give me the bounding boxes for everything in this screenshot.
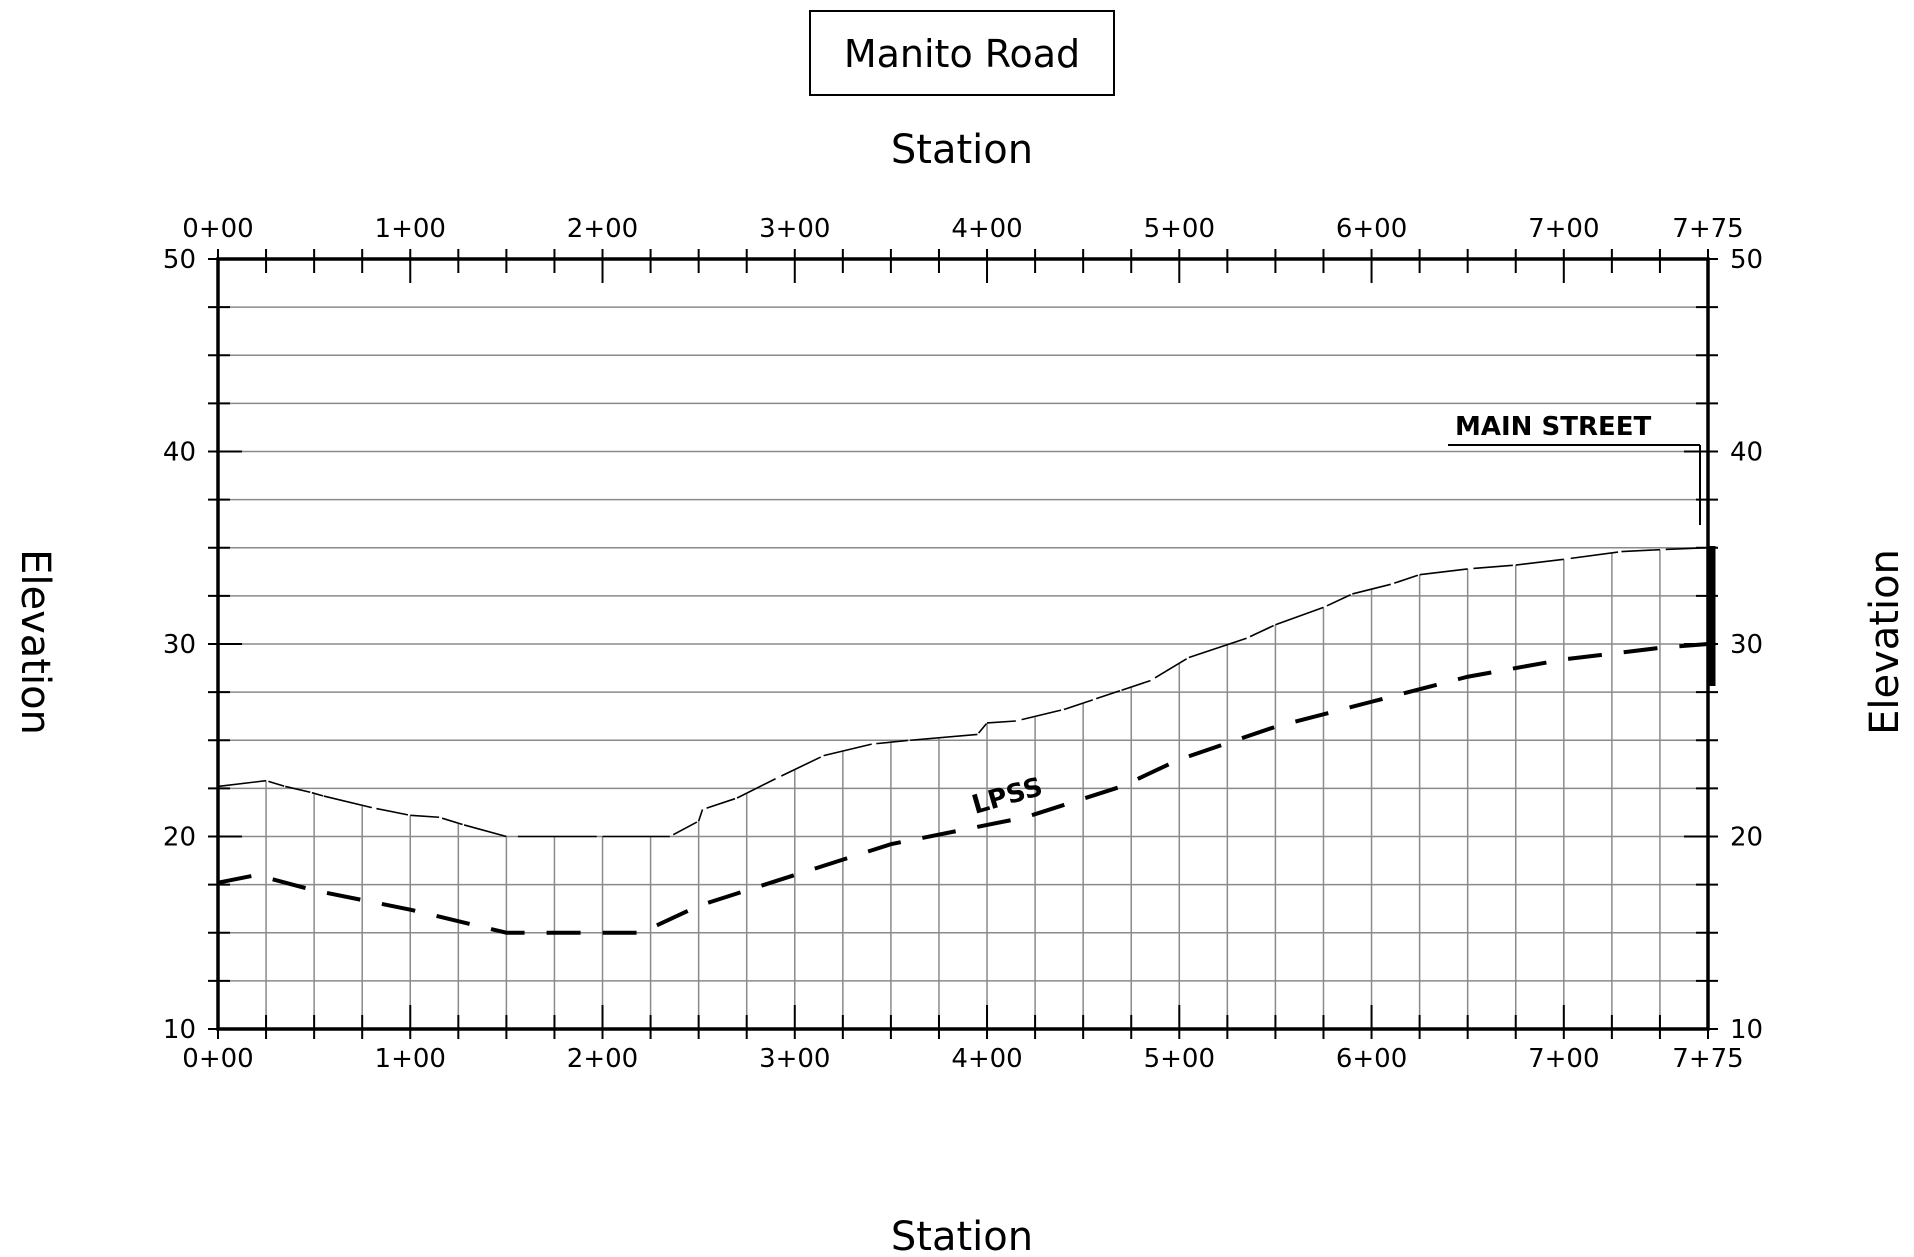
x-tick-label-top: 2+00 bbox=[567, 214, 638, 244]
y-tick-label-right: 50 bbox=[1730, 245, 1763, 275]
y-tick-label-left: 40 bbox=[163, 438, 196, 468]
y-axis-title-left: Elevation bbox=[12, 549, 58, 735]
ground-profile-segment bbox=[1621, 548, 1660, 553]
ground-profile-segment bbox=[217, 779, 267, 788]
ground-profile-segment bbox=[697, 809, 704, 822]
ground-profile-segment bbox=[736, 778, 776, 799]
ground-profile-segment bbox=[1121, 679, 1151, 691]
main-street-callout: MAIN STREET bbox=[1448, 412, 1701, 525]
x-tick-label-top: 1+00 bbox=[375, 214, 446, 244]
ground-profile-segment bbox=[1326, 594, 1351, 607]
ground-profile-segment bbox=[1352, 583, 1391, 595]
tick-labels: 0+00 0+00 1+00 1+00 2+00 2+00 3+00 3+00 4+00 4+00… bbox=[163, 214, 1763, 1074]
x-tick-label-top: 3+00 bbox=[759, 214, 830, 244]
y-tick-label-left: 20 bbox=[163, 823, 196, 853]
x-tick-label-bottom: 2+00 bbox=[567, 1044, 638, 1074]
y-tick-label-right: 40 bbox=[1730, 438, 1763, 468]
y-tick-label-right: 30 bbox=[1730, 630, 1763, 660]
ground-profile-segment bbox=[1275, 606, 1324, 626]
x-tick-label-bottom: 4+00 bbox=[951, 1044, 1022, 1074]
x-axis-title-top: Station bbox=[891, 127, 1033, 173]
ground-profile-segment bbox=[1419, 568, 1468, 576]
y-tick-label-right: 10 bbox=[1730, 1015, 1763, 1045]
x-tick-label-bottom: 7+00 bbox=[1528, 1044, 1599, 1074]
ground-profile-segment bbox=[977, 723, 988, 734]
ground-profile-segment bbox=[376, 807, 409, 816]
main-street-label: MAIN STREET bbox=[1455, 412, 1651, 442]
ground-profile-segment bbox=[463, 824, 507, 838]
ground-profile-segment bbox=[285, 785, 311, 794]
chart-title: Manito Road bbox=[844, 32, 1080, 76]
x-tick-label-top: 4+00 bbox=[951, 214, 1022, 244]
x-tick-label-top: 0+00 bbox=[182, 214, 253, 244]
ground-profile-segment bbox=[1154, 658, 1188, 679]
ground-profile-segment bbox=[1570, 551, 1619, 560]
y-axis-title-right: Elevation bbox=[1862, 549, 1908, 735]
ground-profile-segment bbox=[876, 739, 908, 745]
y-tick-label-left: 10 bbox=[163, 1015, 196, 1045]
x-tick-label-bottom: 0+00 bbox=[182, 1044, 253, 1074]
ground-profile-segment bbox=[780, 756, 822, 777]
x-tick-label-top: 7+00 bbox=[1528, 214, 1599, 244]
ground-profile-segment bbox=[1249, 624, 1275, 638]
y-tick-label-right: 20 bbox=[1730, 823, 1763, 853]
ground-profile-segment bbox=[268, 780, 285, 787]
x-tick-label-bottom: 5+00 bbox=[1144, 1044, 1215, 1074]
x-tick-label-bottom: 7+75 bbox=[1672, 1044, 1743, 1074]
ground-profile-segment bbox=[311, 791, 324, 797]
x-tick-label-bottom: 1+00 bbox=[375, 1044, 446, 1074]
ground-profile-segment bbox=[1515, 558, 1564, 566]
ground-profile-segment bbox=[1665, 547, 1706, 551]
ground-profile-segment bbox=[441, 817, 463, 826]
ground-profile-segment bbox=[1095, 690, 1121, 700]
x-tick-label-bottom: 3+00 bbox=[759, 1044, 830, 1074]
ground-profile-segment bbox=[910, 733, 978, 742]
ground-profile-segment bbox=[1063, 699, 1094, 711]
ground-profile-segment bbox=[672, 821, 698, 836]
y-tick-label-left: 30 bbox=[163, 630, 196, 660]
ground-profile-segment bbox=[1021, 709, 1062, 721]
x-axis-title-bottom: Station bbox=[891, 1214, 1033, 1257]
lpss-line bbox=[217, 642, 1709, 935]
ground-profile-segment bbox=[1473, 564, 1513, 570]
series-lines bbox=[217, 547, 1709, 935]
ground-profile-segment bbox=[323, 795, 372, 809]
ground-profile-segment bbox=[823, 743, 872, 757]
ground-profile-segment bbox=[1188, 637, 1247, 659]
ground-profile-segment bbox=[706, 797, 736, 809]
title-box bbox=[809, 10, 1115, 96]
ground-profile-segment bbox=[986, 720, 1016, 724]
ground-profile-segment bbox=[1393, 574, 1419, 584]
x-tick-label-top: 7+75 bbox=[1672, 214, 1743, 244]
x-tick-label-top: 5+00 bbox=[1144, 214, 1215, 244]
x-tick-label-bottom: 6+00 bbox=[1336, 1044, 1407, 1074]
x-tick-label-top: 6+00 bbox=[1336, 214, 1407, 244]
ground-profile-segment bbox=[410, 814, 440, 819]
plot-frame bbox=[216, 257, 1710, 1031]
y-tick-label-left: 50 bbox=[163, 245, 196, 275]
